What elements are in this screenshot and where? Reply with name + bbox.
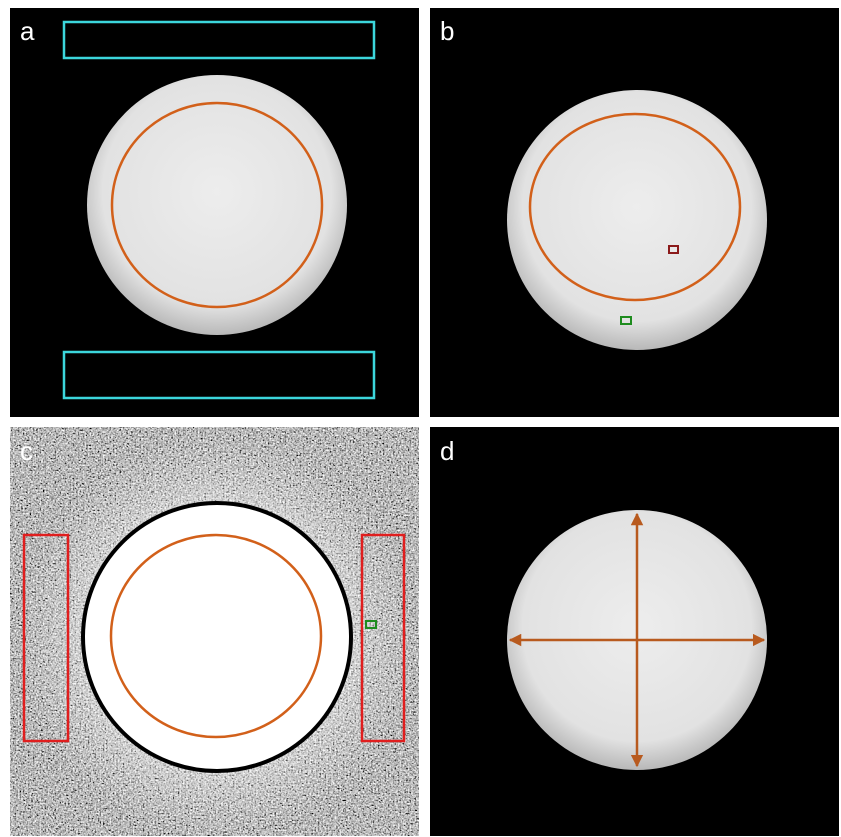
phantom [87,75,347,335]
phantom [83,503,351,771]
panel-d: d [430,427,839,836]
panel-label: d [440,436,454,466]
panel-label: b [440,16,454,46]
panel-label: a [20,16,35,46]
phantom [507,90,767,350]
panel-c: c [10,427,419,837]
figure: a b c d [0,0,841,837]
panel-b: b [430,8,839,417]
page: a b c d (() => { const data = JSON.parse… [0,0,841,837]
panel-label: c [20,436,33,466]
panel-a: a [10,8,419,417]
